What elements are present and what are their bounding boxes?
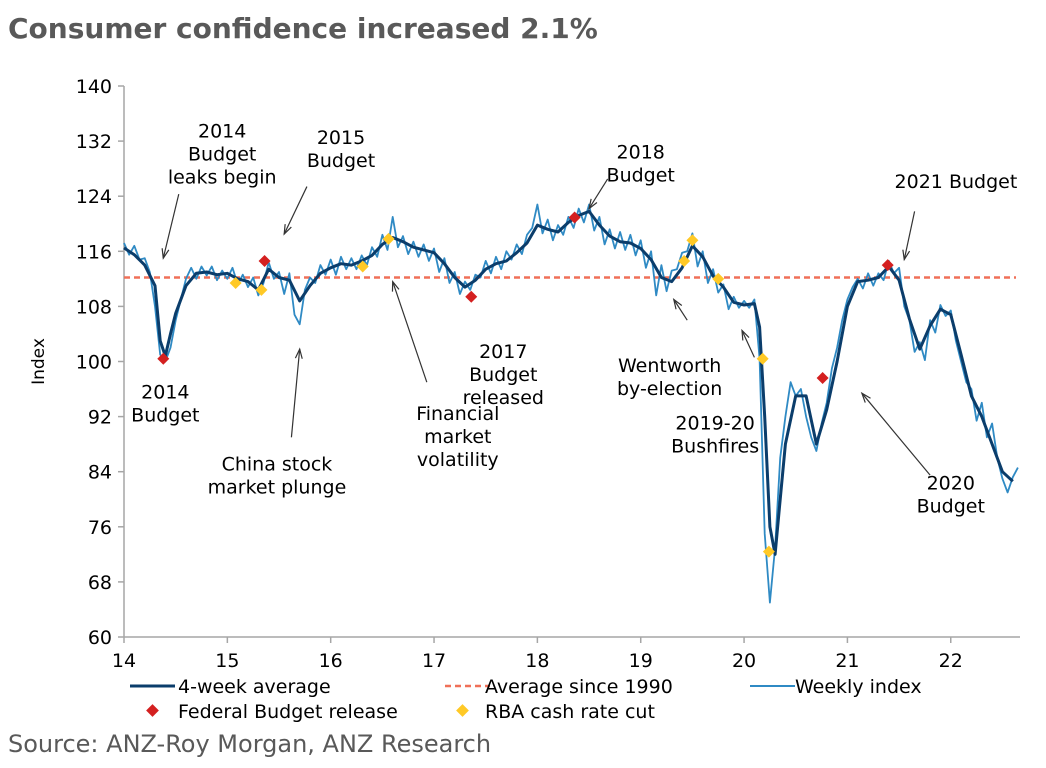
annotation-arrow bbox=[861, 392, 931, 476]
legend-swatch-budget bbox=[146, 704, 159, 717]
annotation-label: 2014 Budget leaks begin bbox=[168, 121, 277, 189]
annotations-layer: 2014 Budget leaks begin 2015 Budget 2018 Budge… bbox=[131, 121, 1017, 518]
budget-release-marker bbox=[568, 211, 581, 224]
annotation-arrowhead bbox=[294, 347, 303, 359]
annotation-arrow bbox=[162, 193, 180, 259]
x-tick-label: 22 bbox=[939, 650, 963, 672]
y-tick-label: 84 bbox=[88, 462, 112, 484]
y-tick-label: 76 bbox=[88, 517, 112, 539]
budget-release-marker bbox=[881, 259, 894, 272]
budget-release-marker bbox=[258, 254, 271, 267]
legend-label-average: Average since 1990 bbox=[485, 676, 673, 698]
budget-release-marker bbox=[816, 372, 829, 385]
y-tick-label: 92 bbox=[88, 407, 112, 429]
y-axis-label: Index bbox=[29, 338, 49, 385]
rba-rate-cut-marker bbox=[686, 234, 699, 247]
rba-rate-cut-marker bbox=[762, 545, 775, 558]
x-tick-label: 21 bbox=[835, 650, 859, 672]
source-note: Source: ANZ-Roy Morgan, ANZ Research bbox=[8, 730, 492, 758]
annotation-label: 2017 Budget released bbox=[463, 341, 544, 409]
annotation-arrowhead bbox=[391, 279, 400, 292]
four-week-average-line bbox=[123, 209, 1014, 556]
annotation-label: 2021 Budget bbox=[895, 171, 1018, 193]
x-tick-label: 17 bbox=[422, 650, 446, 672]
rba-rate-cut-marker bbox=[356, 260, 369, 273]
chart-axes: 60 68 76 84 92 100 108 116 124 132 140 14 15 16 17 18 19… bbox=[29, 76, 1020, 672]
annotation-arrowhead bbox=[588, 198, 598, 211]
annotation-arrowhead bbox=[672, 298, 683, 310]
annotation-label: 2015 Budget bbox=[307, 127, 375, 172]
legend: 4-week average Average since 1990 Weekly… bbox=[130, 676, 922, 723]
rba-rate-cut-marker bbox=[382, 232, 395, 245]
x-tick-label: 16 bbox=[319, 650, 343, 672]
x-tick-label: 15 bbox=[215, 650, 239, 672]
rba-rate-cut-marker bbox=[255, 283, 268, 296]
y-tick-label: 140 bbox=[76, 76, 112, 98]
annotation-label: 2019-20 Bushfires bbox=[671, 413, 759, 458]
legend-label-rba: RBA cash rate cut bbox=[485, 701, 655, 723]
y-tick-label: 60 bbox=[88, 627, 112, 649]
annotation-arrow bbox=[588, 178, 609, 209]
annotation-arrow bbox=[673, 299, 688, 321]
rba-rate-cut-marker bbox=[756, 352, 769, 365]
annotation-label: 2020 Budget bbox=[917, 473, 985, 518]
markers-layer bbox=[157, 211, 894, 558]
annotation-arrowhead bbox=[283, 224, 292, 236]
legend-label-budget: Federal Budget release bbox=[178, 701, 398, 723]
y-tick-label: 124 bbox=[76, 186, 112, 208]
annotation-arrow bbox=[290, 349, 301, 438]
y-tick-label: 116 bbox=[76, 241, 112, 263]
chart-title: Consumer confidence increased 2.1% bbox=[8, 12, 598, 45]
annotation-label: Wentworth by-election bbox=[617, 355, 722, 400]
annotation-label: Financial market volatility bbox=[416, 403, 499, 471]
legend-label-four-week: 4-week average bbox=[178, 676, 331, 698]
budget-release-marker bbox=[465, 290, 478, 303]
annotation-arrowhead bbox=[741, 328, 750, 341]
annotation-arrow bbox=[283, 186, 308, 235]
annotation-arrow bbox=[741, 330, 755, 358]
x-tick-label: 20 bbox=[732, 650, 756, 672]
annotation-arrowhead bbox=[902, 249, 911, 262]
x-tick-label: 14 bbox=[112, 650, 136, 672]
annotation-arrow bbox=[903, 211, 916, 260]
annotation-label: China stock market plunge bbox=[208, 453, 347, 498]
x-tick-label: 19 bbox=[629, 650, 653, 672]
annotation-label: 2018 Budget bbox=[607, 141, 675, 186]
legend-label-weekly: Weekly index bbox=[795, 676, 922, 698]
rba-rate-cut-marker bbox=[678, 254, 691, 267]
y-tick-label: 100 bbox=[76, 352, 112, 374]
rba-rate-cut-marker bbox=[229, 276, 242, 289]
annotation-arrowhead bbox=[860, 391, 871, 403]
y-tick-label: 108 bbox=[76, 296, 112, 318]
annotation-arrow bbox=[392, 281, 428, 383]
y-tick-label: 68 bbox=[88, 572, 112, 594]
budget-release-marker bbox=[157, 352, 170, 365]
annotation-arrowhead bbox=[161, 248, 170, 260]
legend-swatch-rba bbox=[456, 704, 469, 717]
y-tick-label: 132 bbox=[76, 131, 112, 153]
x-tick-label: 18 bbox=[525, 650, 549, 672]
annotation-label: 2014 Budget bbox=[131, 382, 199, 427]
rba-rate-cut-marker bbox=[712, 272, 725, 285]
